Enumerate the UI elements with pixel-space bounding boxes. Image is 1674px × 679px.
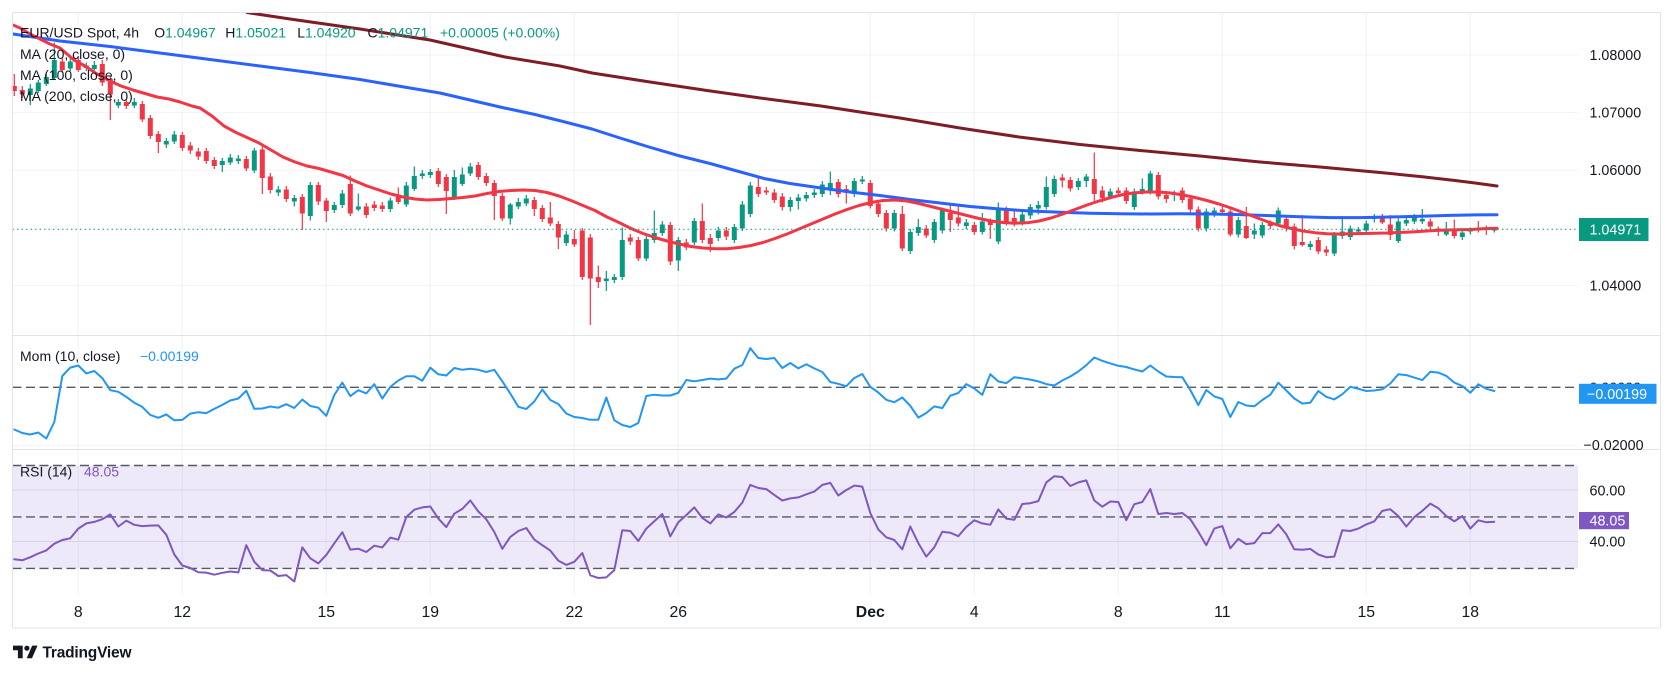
svg-text:L1.04920: L1.04920	[297, 25, 356, 41]
svg-text:1.07000: 1.07000	[1590, 106, 1642, 122]
svg-text:Mom (10, close): Mom (10, close)	[20, 348, 120, 364]
svg-text:22: 22	[566, 604, 584, 621]
svg-text:+0.00005 (+0.00%): +0.00005 (+0.00%)	[440, 25, 560, 41]
svg-text:−0.02000: −0.02000	[1584, 438, 1644, 454]
svg-text:4: 4	[970, 604, 979, 621]
svg-text:−0.00199: −0.00199	[1587, 387, 1647, 403]
svg-text:40.00: 40.00	[1590, 535, 1626, 551]
svg-text:RSI (14): RSI (14)	[20, 464, 72, 480]
svg-text:C1.04971: C1.04971	[368, 25, 429, 41]
svg-text:26: 26	[670, 604, 688, 621]
svg-text:EUR/USD Spot, 4h: EUR/USD Spot, 4h	[20, 25, 139, 41]
svg-text:1.06000: 1.06000	[1590, 163, 1642, 179]
svg-text:1.04971: 1.04971	[1590, 223, 1642, 239]
svg-text:48.05: 48.05	[84, 464, 119, 480]
svg-text:MA (20, close, 0): MA (20, close, 0)	[20, 46, 125, 62]
svg-text:H1.05021: H1.05021	[225, 25, 286, 41]
svg-text:TradingView: TradingView	[43, 645, 133, 662]
svg-text:48.05: 48.05	[1590, 514, 1626, 530]
svg-text:MA (100, close, 0): MA (100, close, 0)	[20, 67, 133, 83]
svg-text:12: 12	[174, 604, 192, 621]
svg-text:Dec: Dec	[856, 604, 885, 621]
svg-text:−0.00199: −0.00199	[140, 348, 199, 364]
svg-text:11: 11	[1214, 604, 1231, 621]
svg-text:60.00: 60.00	[1590, 483, 1626, 499]
svg-text:1.08000: 1.08000	[1590, 48, 1642, 64]
svg-text:15: 15	[318, 604, 336, 621]
svg-text:8: 8	[74, 604, 83, 621]
svg-text:O1.04967: O1.04967	[154, 25, 216, 41]
svg-text:19: 19	[422, 604, 440, 621]
svg-text:18: 18	[1462, 604, 1480, 621]
svg-text:15: 15	[1358, 604, 1376, 621]
svg-text:1.04000: 1.04000	[1590, 278, 1642, 294]
svg-text:MA (200, close, 0): MA (200, close, 0)	[20, 88, 133, 104]
svg-text:8: 8	[1114, 604, 1123, 621]
